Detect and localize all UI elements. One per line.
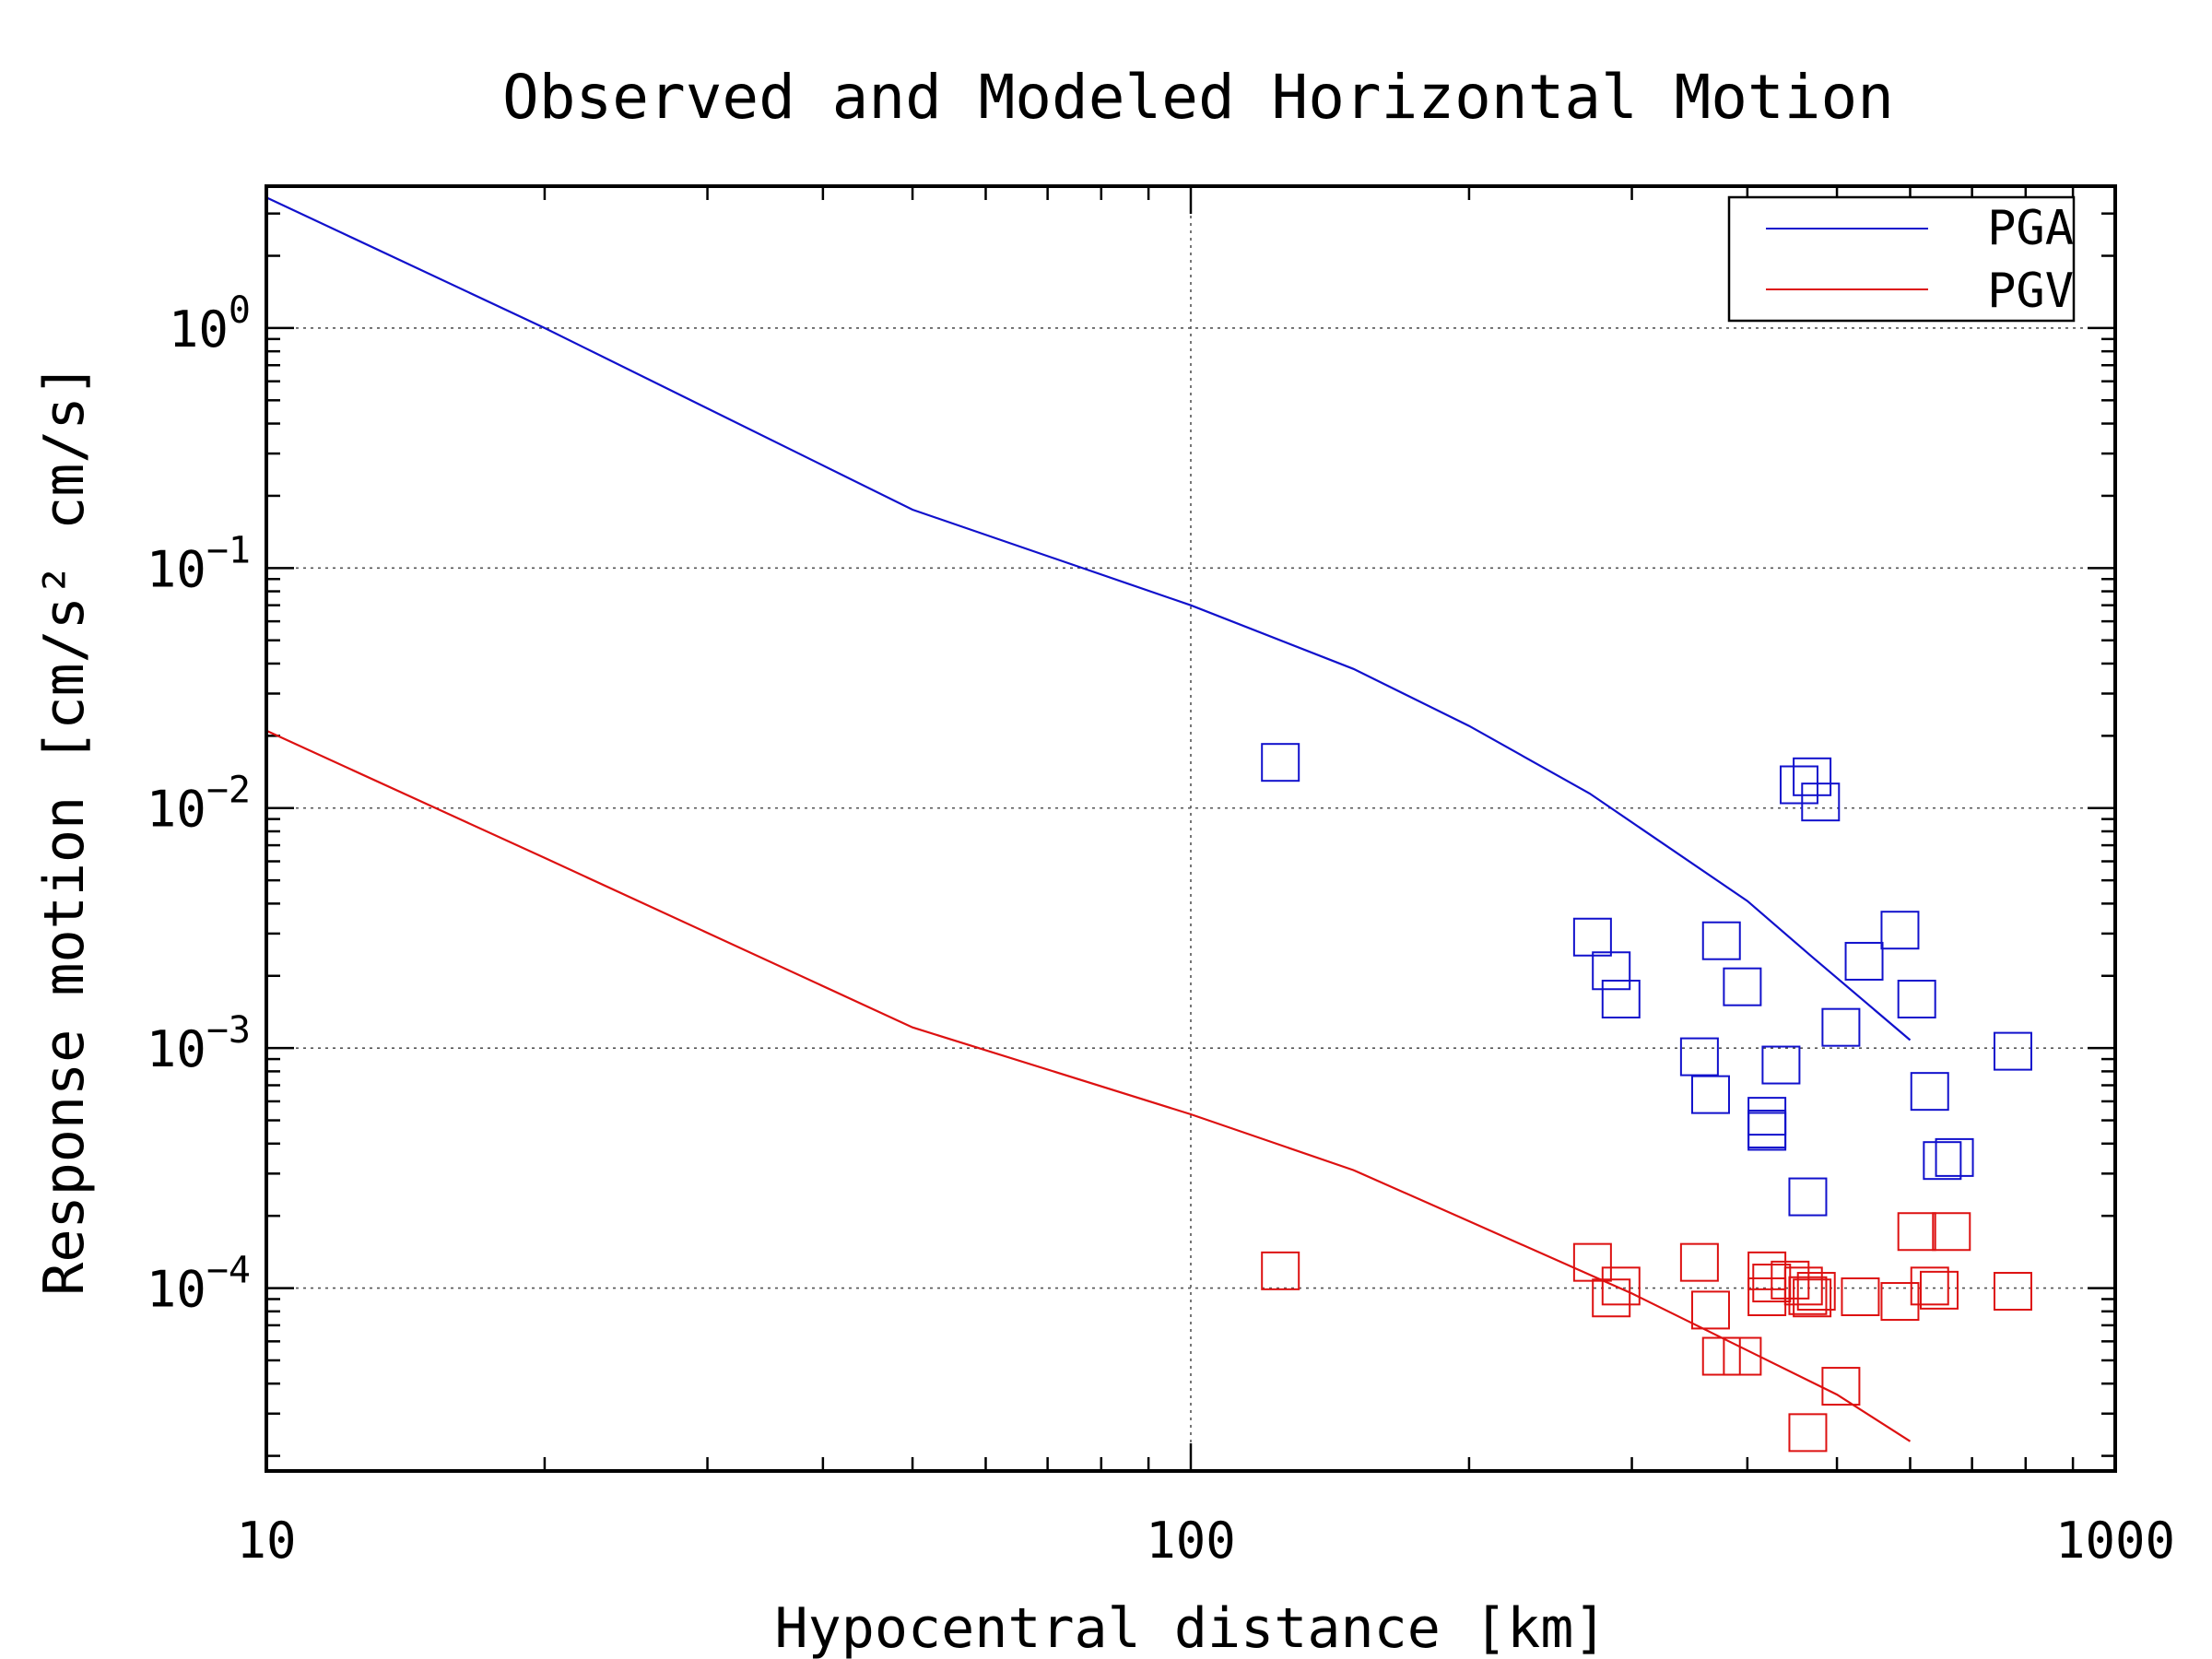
x-tick-label: 100 <box>1146 1512 1236 1570</box>
data-point <box>1783 1266 1823 1306</box>
data-point <box>1880 1282 1920 1322</box>
data-point <box>1910 1266 1949 1306</box>
data-point <box>1796 1272 1836 1312</box>
data-point <box>1690 1075 1730 1114</box>
data-point <box>1572 917 1612 957</box>
legend-pga-label: PGA <box>1987 201 2074 256</box>
data-point <box>1601 980 1641 1019</box>
data-point <box>1761 1045 1801 1085</box>
x-axis-label: Hypocentral distance [km] <box>774 1596 1606 1659</box>
data-point <box>1935 1137 1974 1177</box>
data-point <box>1679 1037 1719 1077</box>
data-point <box>1592 951 1631 991</box>
data-point <box>1910 1072 1949 1112</box>
data-point <box>1788 1177 1828 1217</box>
data-point <box>1601 1266 1641 1306</box>
data-point <box>1701 921 1741 960</box>
data-point <box>1261 1251 1300 1290</box>
data-point <box>1747 1097 1787 1136</box>
y-tick-label: 10−2 <box>147 770 251 839</box>
x-tick-labels: 10 100 1000 <box>236 1512 2175 1570</box>
data-point <box>1880 911 1920 950</box>
y-tick-label: 10−3 <box>147 1009 251 1078</box>
axis-ticks <box>265 186 2117 1471</box>
chart-title: Observed and Modeled Horizontal Motion <box>502 62 1894 133</box>
legend-box <box>1727 195 2076 323</box>
data-point <box>1801 782 1841 822</box>
legend-pgv-label: PGV <box>1987 264 2074 319</box>
data-point <box>1821 1367 1861 1406</box>
data-point <box>1788 1276 1828 1315</box>
data-point <box>1592 1278 1631 1318</box>
data-point <box>1747 1109 1787 1148</box>
y-tick-label: 10−1 <box>147 529 251 598</box>
data-point <box>1897 1212 1936 1252</box>
data-point <box>1723 967 1762 1006</box>
data-point <box>1923 1141 1962 1181</box>
data-point <box>1793 1278 1832 1318</box>
data-point <box>1993 1272 2032 1312</box>
data-point <box>1993 1031 2032 1071</box>
y-axis-label: Response motion [cm/s² cm/s] <box>32 363 97 1295</box>
data-point <box>1793 757 1832 796</box>
data-point <box>1844 941 1884 981</box>
data-point <box>1821 1007 1861 1047</box>
data-point <box>1779 765 1818 805</box>
legend: PGA PGV <box>1727 195 2076 323</box>
plot-frame <box>265 184 2117 1473</box>
data-point <box>1788 1413 1828 1453</box>
data-point <box>1723 1336 1762 1376</box>
x-tick-label: 10 <box>236 1512 296 1570</box>
model-lines <box>265 196 1912 1442</box>
data-point <box>1932 1212 1971 1252</box>
series-line-pga <box>265 196 1912 1041</box>
y-tick-labels: 100 10−1 10−2 10−3 10−4 <box>147 289 251 1319</box>
x-tick-label: 1000 <box>2055 1512 2175 1570</box>
data-point <box>1690 1290 1730 1330</box>
series-line-pgv <box>265 729 1912 1442</box>
data-point <box>1897 980 1936 1019</box>
data-point <box>1919 1270 1959 1310</box>
observed-points <box>1261 743 2032 1453</box>
data-point <box>1841 1277 1880 1317</box>
y-tick-label: 10−4 <box>147 1250 251 1319</box>
data-point <box>1261 743 1300 782</box>
y-tick-label: 100 <box>169 289 251 359</box>
data-point <box>1679 1242 1719 1282</box>
data-point <box>1747 1112 1787 1151</box>
grid-lines <box>266 186 2115 1471</box>
data-point <box>1701 1336 1741 1376</box>
